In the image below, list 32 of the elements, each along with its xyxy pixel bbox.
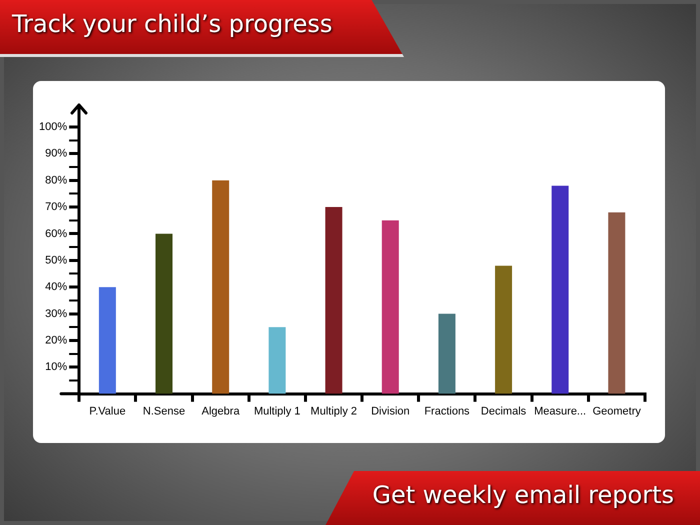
y-tick-label: 40% <box>45 281 68 294</box>
x-tick-label: Algebra <box>202 405 240 418</box>
x-tick-label: P.Value <box>89 405 126 418</box>
x-tick-label: Geometry <box>592 405 642 418</box>
y-tick-label: 60% <box>45 228 68 240</box>
chart-title: Track your child’s progress <box>12 10 332 38</box>
bar <box>98 287 116 394</box>
bar <box>552 186 569 394</box>
bar <box>212 180 230 394</box>
bar <box>325 207 342 394</box>
y-tick-label: 80% <box>45 174 68 186</box>
x-tick-label: N.Sense <box>142 405 186 418</box>
bar <box>382 220 399 394</box>
bar <box>156 234 173 394</box>
x-tick-label: Measure... <box>534 405 586 418</box>
x-tick-label: Multiply 1 <box>254 405 300 418</box>
x-tick-label: Fractions <box>424 405 470 418</box>
text: Get weekly email reports <box>372 481 674 509</box>
x-tick-label: Multiply 2 <box>310 405 358 418</box>
x-tick-label: Decimals <box>480 405 527 418</box>
y-tick-label: 50% <box>45 254 68 266</box>
bar <box>438 314 456 394</box>
y-tick-label: 10% <box>45 361 68 374</box>
bar <box>608 212 626 394</box>
y-tick-label: 30% <box>45 308 68 320</box>
y-tick-label: 70% <box>45 201 68 214</box>
y-tick-label: 90% <box>45 148 68 160</box>
x-tick-label: Division <box>371 405 410 418</box>
bar <box>268 327 286 394</box>
y-tick-label: 20% <box>45 334 68 346</box>
y-tick-label: 100% <box>38 121 68 134</box>
bar <box>495 266 512 394</box>
